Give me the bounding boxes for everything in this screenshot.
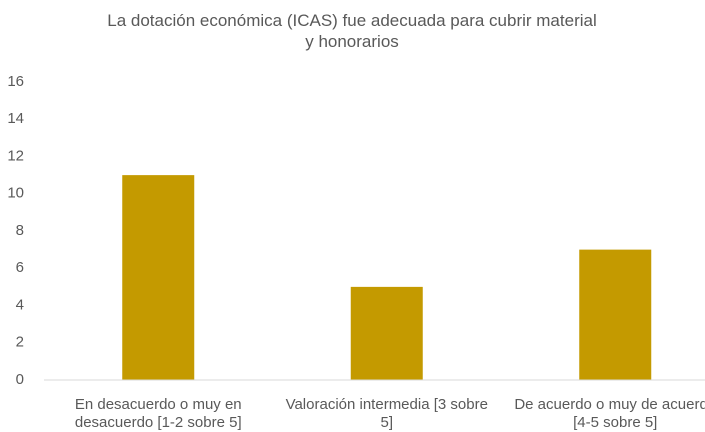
x-tick-label: Valoración intermedia [3 sobre 5] (285, 396, 488, 431)
y-tick-label: 10 (7, 185, 24, 202)
y-tick-label: 12 (7, 147, 24, 164)
bar (122, 175, 195, 380)
y-tick-label: 6 (16, 259, 24, 276)
x-tick-label: En desacuerdo o muy en desacuerdo [1-2 s… (74, 396, 242, 431)
y-tick-label: 0 (16, 371, 24, 388)
bar (350, 286, 423, 380)
y-tick-label: 14 (7, 110, 24, 127)
y-tick-label: 4 (16, 296, 24, 313)
y-tick-label: 16 (7, 73, 24, 90)
bar (579, 249, 652, 380)
y-tick-label: 8 (16, 222, 24, 239)
x-tick-label: De acuerdo o muy de acuerdo [4-5 sobre 5… (514, 396, 705, 431)
y-tick-label: 2 (16, 334, 24, 351)
chart-title: La dotación económica (ICAS) fue adecuad… (107, 11, 597, 51)
